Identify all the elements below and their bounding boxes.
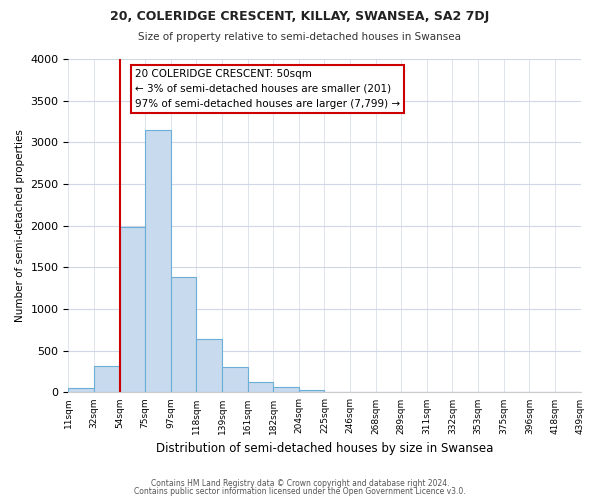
Bar [273,387,299,392]
Bar [299,390,325,392]
Y-axis label: Number of semi-detached properties: Number of semi-detached properties [15,130,25,322]
Bar [119,228,145,392]
Text: Contains HM Land Registry data © Crown copyright and database right 2024.: Contains HM Land Registry data © Crown c… [151,478,449,488]
Text: Size of property relative to semi-detached houses in Swansea: Size of property relative to semi-detach… [139,32,461,42]
Text: 20, COLERIDGE CRESCENT, KILLAY, SWANSEA, SA2 7DJ: 20, COLERIDGE CRESCENT, KILLAY, SWANSEA,… [110,10,490,23]
Bar [196,339,222,392]
Bar [145,130,171,392]
Bar [222,366,248,392]
X-axis label: Distribution of semi-detached houses by size in Swansea: Distribution of semi-detached houses by … [156,442,493,455]
Bar [94,366,119,392]
Bar [248,382,273,392]
Text: 20 COLERIDGE CRESCENT: 50sqm
← 3% of semi-detached houses are smaller (201)
97% : 20 COLERIDGE CRESCENT: 50sqm ← 3% of sem… [135,69,400,108]
Text: Contains public sector information licensed under the Open Government Licence v3: Contains public sector information licen… [134,487,466,496]
Bar [171,276,196,392]
Bar [68,388,94,392]
